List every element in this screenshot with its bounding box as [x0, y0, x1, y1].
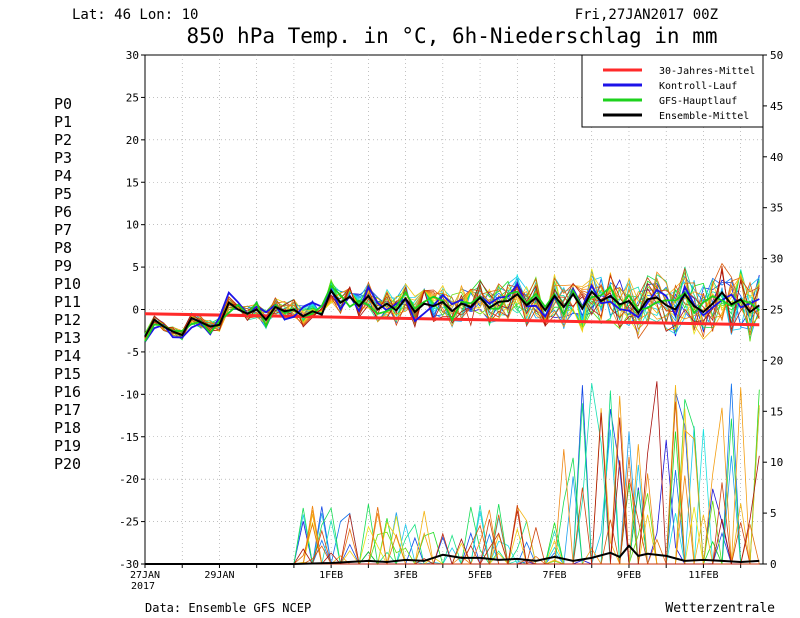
- member-label-list: P0P1P2P3P4P5P6P7P8P9P10P11P12P13P14P15P1…: [54, 95, 81, 473]
- right-tick-label: 40: [770, 151, 783, 164]
- x-tick-label: 29JAN: [204, 570, 234, 581]
- right-tick-label: 50: [770, 49, 783, 62]
- left-tick-label: 25: [126, 91, 139, 104]
- left-tick-label: 5: [132, 261, 139, 274]
- x-tick-label: 9FEB: [617, 570, 641, 581]
- member-label: P9: [54, 257, 72, 275]
- left-tick-label: -20: [119, 473, 139, 486]
- x-tick-label: 1FEB: [319, 570, 343, 581]
- member-temp-line: [144, 271, 760, 339]
- member-temp-line: [144, 271, 760, 338]
- member-label: P6: [54, 203, 72, 221]
- legend-label: GFS-Hauptlauf: [659, 96, 737, 107]
- left-tick-label: -10: [119, 388, 139, 401]
- member-label: P12: [54, 311, 81, 329]
- member-label: P17: [54, 401, 81, 419]
- right-tick-label: 15: [770, 405, 783, 418]
- right-tick-label: 20: [770, 354, 783, 367]
- member-label: P2: [54, 131, 72, 149]
- member-label: P18: [54, 419, 81, 437]
- member-label: P8: [54, 239, 72, 257]
- right-tick-label: 25: [770, 304, 783, 317]
- member-precip-line: [145, 389, 760, 565]
- member-label: P3: [54, 149, 72, 167]
- left-axis-ticks: 30 25 20 15 10 5 0 -5 -10 -15 -20 -25 -30: [119, 49, 145, 571]
- right-tick-label: 35: [770, 202, 783, 215]
- member-label: P11: [54, 293, 81, 311]
- member-label: P19: [54, 437, 81, 455]
- run-date-label: Fri,27JAN2017 00Z: [575, 7, 718, 23]
- ensemble-mean-temp-line: [144, 288, 760, 338]
- member-precip-line: [145, 383, 760, 565]
- legend-box: 30-Jahres-Mittel Kontroll-Lauf GFS-Hauptla…: [581, 54, 764, 128]
- member-label: P7: [54, 221, 72, 239]
- left-tick-label: 15: [126, 176, 139, 189]
- left-tick-label: 30: [126, 49, 139, 62]
- member-precip-line: [145, 383, 760, 566]
- brand-label: Wetterzentrale: [665, 601, 775, 616]
- x-year-label: 2017: [131, 581, 155, 592]
- member-precip-line: [145, 384, 760, 565]
- x-axis-ticks: 27JAN 29JAN 1FEB 3FEB 5FEB 7FEB 9FEB 11FEB: [130, 564, 742, 581]
- x-tick-label: 3FEB: [394, 570, 418, 581]
- right-tick-label: 10: [770, 456, 783, 469]
- left-tick-label: -30: [119, 558, 139, 571]
- member-label: P20: [54, 455, 81, 473]
- member-label: P14: [54, 347, 81, 365]
- left-tick-label: -25: [119, 516, 139, 529]
- ensemble-mean-precip-line: [145, 544, 760, 565]
- legend-label: Ensemble-Mittel: [659, 111, 749, 122]
- x-tick-label: 27JAN: [130, 570, 160, 581]
- member-label: P5: [54, 185, 72, 203]
- left-tick-label: 0: [132, 304, 139, 317]
- member-label: P4: [54, 167, 72, 185]
- member-label: P1: [54, 113, 72, 131]
- member-precipitation-lines: [145, 381, 760, 566]
- chart-title: 850 hPa Temp. in °C, 6h-Niederschlag in …: [186, 24, 717, 48]
- member-label: P15: [54, 365, 81, 383]
- right-tick-label: 0: [770, 558, 777, 571]
- member-label: P13: [54, 329, 81, 347]
- data-source-label: Data: Ensemble GFS NCEP: [145, 601, 311, 615]
- control-run-line: [144, 282, 760, 343]
- legend-label: 30-Jahres-Mittel: [659, 66, 755, 77]
- left-tick-label: -15: [119, 431, 139, 444]
- legend-label: Kontroll-Lauf: [659, 81, 737, 92]
- member-label: P0: [54, 95, 72, 113]
- right-tick-label: 30: [770, 253, 783, 266]
- member-precip-line: [145, 385, 760, 565]
- x-tick-label: 11FEB: [688, 570, 718, 581]
- x-tick-label: 7FEB: [542, 570, 566, 581]
- member-label: P16: [54, 383, 81, 401]
- location-label: Lat: 46 Lon: 10: [72, 7, 198, 23]
- member-precip-line: [145, 387, 760, 565]
- member-label: P10: [54, 275, 81, 293]
- right-tick-label: 45: [770, 100, 783, 113]
- special-lines: [144, 282, 760, 565]
- left-tick-label: -5: [126, 346, 139, 359]
- left-tick-label: 20: [126, 134, 139, 147]
- right-tick-label: 5: [770, 507, 777, 520]
- left-tick-label: 10: [126, 219, 139, 232]
- x-tick-label: 5FEB: [468, 570, 492, 581]
